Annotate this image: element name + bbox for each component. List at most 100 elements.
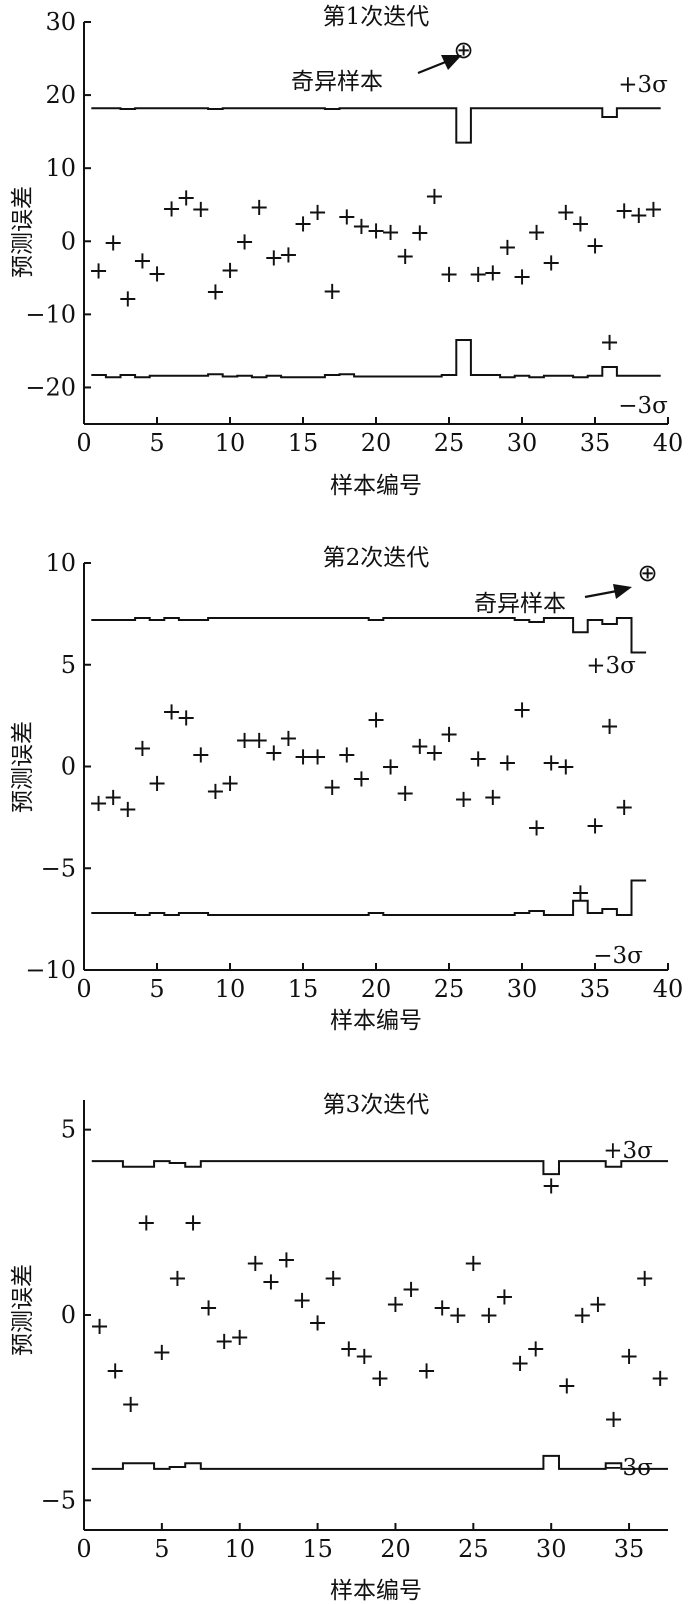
y-tick-label: 30	[45, 8, 76, 36]
y-tick-label: 10	[45, 549, 76, 577]
singular-sample-arrow	[584, 589, 618, 599]
data-point: +	[643, 195, 663, 223]
data-point: +	[276, 1245, 296, 1273]
data-point: +	[205, 278, 225, 306]
y-tick-label: −10	[25, 956, 76, 984]
singular-sample-arrowhead	[613, 584, 632, 599]
chart-panel-2: 第2次迭代 预测误差 样本编号 +3σ −3σ 奇异样本 0 5 10 15 20 25 3…	[10, 545, 683, 1034]
data-point: +	[424, 738, 444, 766]
data-point: +	[479, 1301, 499, 1329]
x-tick-label: 10	[215, 429, 246, 457]
x-tick-label: 30	[507, 975, 538, 1003]
data-point: +	[410, 732, 430, 760]
x-tick-label: 20	[361, 975, 392, 1003]
data-point: +	[308, 742, 328, 770]
data-point: +	[147, 259, 167, 287]
data-point: +	[322, 773, 342, 801]
data-point: +	[497, 233, 517, 261]
data-point: +	[650, 1364, 670, 1392]
x-axis-label: 样本编号	[330, 1578, 422, 1604]
data-point: +	[162, 698, 182, 726]
data-point: +	[261, 1268, 281, 1296]
data-point: +	[439, 260, 459, 288]
data-point: +	[512, 696, 532, 724]
x-tick-label: 20	[380, 1535, 411, 1563]
data-point: +	[401, 1275, 421, 1303]
y-axis-label: 预测误差	[10, 186, 36, 278]
x-tick-label: 25	[458, 1535, 489, 1563]
data-point: +	[118, 795, 138, 823]
chart-panel-3: 第3次迭代 预测误差 样本编号 +3σ −3σ 0 5 10 15 20 25 30 3550…	[10, 1092, 670, 1604]
data-point: +	[600, 712, 620, 740]
data-point: +	[292, 1286, 312, 1314]
x-tick-label: 35	[580, 429, 611, 457]
data-point: +	[424, 182, 444, 210]
data-point: +	[90, 1312, 110, 1340]
data-point: +	[293, 742, 313, 770]
x-tick-label: 25	[434, 975, 465, 1003]
x-tick-label: 5	[149, 975, 164, 1003]
x-tick-label: 40	[653, 429, 684, 457]
data-point: +	[468, 744, 488, 772]
data-point: +	[512, 262, 532, 290]
data-point: +	[205, 777, 225, 805]
chart-panel-1: 第1次迭代 预测误差 样本编号 +3σ −3σ 奇异样本 0 5 10 15 20 25 3…	[10, 4, 683, 499]
svg-text:预测误差: 预测误差	[10, 1264, 36, 1356]
data-point: +	[308, 198, 328, 226]
data-point: +	[220, 256, 240, 284]
data-point: +	[556, 753, 576, 781]
x-tick-label: 35	[580, 975, 611, 1003]
y-tick-label: −5	[41, 854, 76, 882]
y-tick-label: −5	[41, 1486, 76, 1514]
data-point: +	[136, 1208, 156, 1236]
data-point: +	[322, 277, 342, 305]
data-point: +	[132, 734, 152, 762]
x-tick-label: 40	[653, 975, 684, 1003]
upper-limit-label: +3σ	[603, 1138, 653, 1164]
data-point: +	[249, 726, 269, 754]
y-tick-label: 0	[61, 753, 76, 781]
y-tick-label: 0	[61, 227, 76, 255]
x-tick-label: 25	[434, 429, 465, 457]
data-point: +	[191, 740, 211, 768]
upper-control-limit-line	[91, 616, 647, 654]
lower-control-limit-line	[91, 879, 647, 917]
data-point: +	[541, 748, 561, 776]
data-point: +	[278, 724, 298, 752]
svg-text:预测误差: 预测误差	[10, 186, 36, 278]
data-point: +	[417, 1357, 437, 1385]
data-point: +	[588, 1290, 608, 1318]
data-point: +	[570, 879, 590, 907]
data-point: +	[230, 1323, 250, 1351]
data-point: +	[385, 1290, 405, 1318]
singular-sample-marker: ⊕	[454, 36, 474, 64]
upper-control-limit-line	[91, 107, 661, 144]
data-point: +	[614, 793, 634, 821]
data-point: +	[432, 1294, 452, 1322]
lower-limit-label: −3σ	[593, 943, 643, 969]
data-point: +	[264, 738, 284, 766]
data-point: +	[527, 814, 547, 842]
lower-control-limit-line	[91, 338, 661, 379]
data-point: +	[220, 769, 240, 797]
data-point: +	[337, 740, 357, 768]
singular-sample-arrowhead	[441, 55, 462, 70]
data-point: +	[541, 248, 561, 276]
data-point: +	[105, 1357, 125, 1385]
x-axis-label: 样本编号	[330, 473, 422, 499]
x-tick-label: 15	[288, 429, 319, 457]
data-point: +	[556, 198, 576, 226]
y-tick-label: −20	[25, 373, 76, 401]
data-point: +	[339, 1334, 359, 1362]
data-point: +	[410, 219, 430, 247]
data-point: +	[354, 1342, 374, 1370]
data-point: +	[337, 202, 357, 230]
singular-sample-arrow	[417, 59, 449, 75]
x-tick-label: 0	[76, 429, 91, 457]
data-point: +	[600, 328, 620, 356]
data-point: +	[308, 1308, 328, 1336]
chart-title: 第3次迭代	[323, 1092, 430, 1118]
data-point: +	[381, 218, 401, 246]
upper-limit-label: +3σ	[618, 72, 668, 98]
y-tick-label: 5	[61, 1116, 76, 1144]
